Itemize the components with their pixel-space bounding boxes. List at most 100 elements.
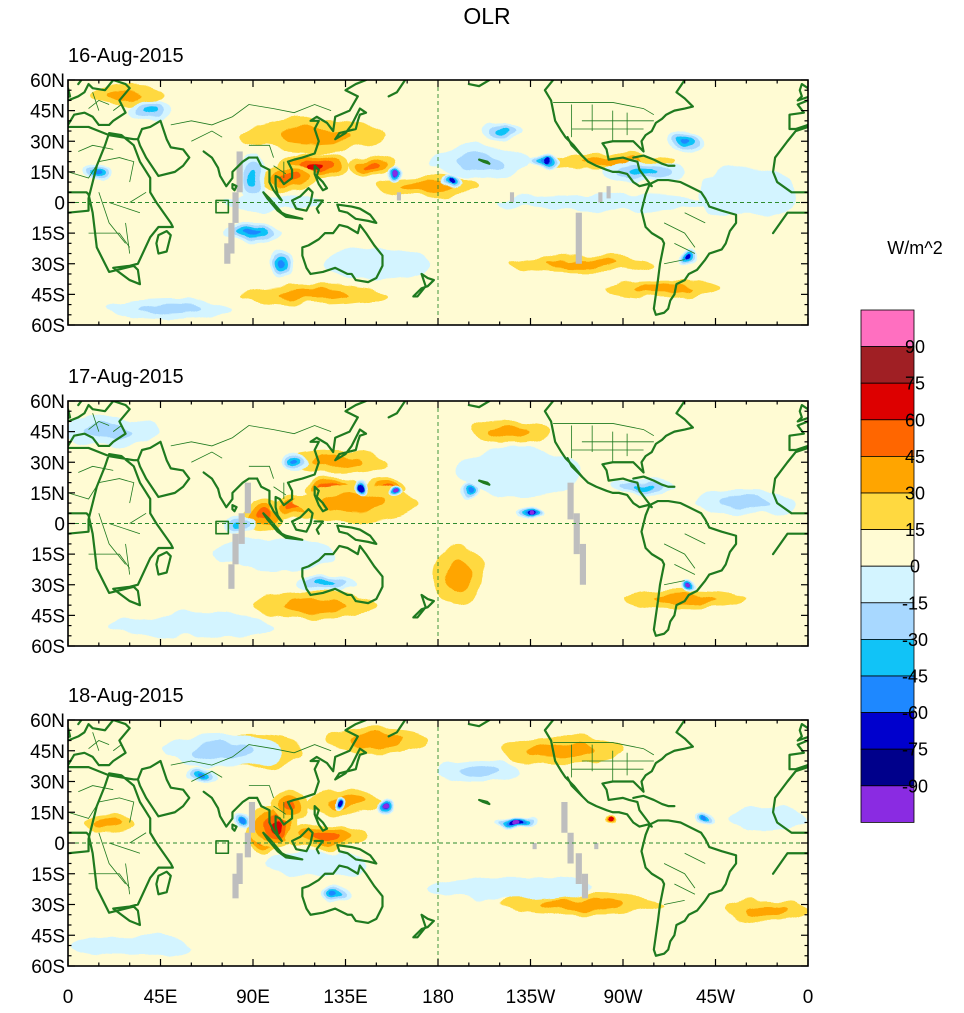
coast-shape xyxy=(315,841,323,853)
missing-data-strip xyxy=(232,192,239,223)
contour-level-neg75 xyxy=(685,255,692,261)
border-line xyxy=(808,145,886,253)
colorbar-tick-label: 90 xyxy=(905,337,925,357)
contour-level-neg90 xyxy=(512,820,520,825)
coast-shape xyxy=(50,401,130,450)
coast-shape xyxy=(469,720,490,726)
coast-shape xyxy=(50,720,130,769)
border-line xyxy=(68,145,146,253)
coast-shape xyxy=(479,481,489,485)
lat-tick-label: 0 xyxy=(54,515,65,536)
anomaly-cell-12 xyxy=(528,155,562,168)
colorbar-tick-label: -90 xyxy=(902,776,928,796)
anomaly-cell-7 xyxy=(606,280,722,297)
contour-level-30 xyxy=(653,593,716,605)
coast-shape xyxy=(956,841,964,853)
colorbar: W/m^2 90 75 60 45 30 15 0 -15 -30 -45 -60 -75 -90 xyxy=(860,238,943,823)
colorbar-swatch xyxy=(860,309,915,347)
contour-level-neg75 xyxy=(336,799,343,805)
missing-data-strip xyxy=(575,853,582,884)
map-panel-17-aug: 17-Aug-2015 60N 45N 30N 15N 0 15S 30S 45S 60S xyxy=(30,366,809,658)
contour-level-neg60 xyxy=(331,891,340,897)
anomaly-cell-10 xyxy=(84,814,134,831)
coast-shape xyxy=(216,841,228,853)
coastline-outline xyxy=(19,70,736,315)
missing-data-strip xyxy=(228,222,235,254)
contour-level-neg15 xyxy=(211,537,336,571)
anomaly-cell-16 xyxy=(458,484,480,502)
coast-shape xyxy=(944,151,964,186)
coast-shape xyxy=(138,442,189,497)
contour-level-neg45 xyxy=(492,128,507,134)
missing-data-overlay xyxy=(232,802,599,899)
coast-shape xyxy=(263,192,302,219)
coast-shape xyxy=(469,401,490,407)
lat-tick-label: 15S xyxy=(31,545,65,566)
coast-shape xyxy=(335,109,366,140)
coast-shape xyxy=(790,80,870,129)
coast-shape xyxy=(413,915,434,938)
coast-shape xyxy=(773,127,913,284)
lon-tick-label: 90W xyxy=(603,987,642,1008)
lon-tick-label: 45W xyxy=(696,987,735,1008)
anomaly-cell-13 xyxy=(495,816,537,829)
contour-level-30 xyxy=(402,181,454,192)
coast-shape xyxy=(302,225,382,282)
border-line xyxy=(553,102,654,141)
coast-shape xyxy=(633,477,674,487)
colorbar-tick-label: -30 xyxy=(902,630,928,650)
border-line xyxy=(664,213,705,264)
border-line xyxy=(829,732,862,750)
coast-shape xyxy=(944,792,964,827)
coastline-outline xyxy=(759,70,964,315)
colorbar-swatch xyxy=(860,455,915,494)
coastline-layer xyxy=(19,710,964,956)
missing-data-strip xyxy=(573,513,580,555)
contour-level-neg90 xyxy=(393,490,400,496)
coast-shape xyxy=(257,720,366,841)
border-line xyxy=(553,423,654,462)
missing-data-strip xyxy=(232,873,239,899)
coast-shape xyxy=(896,872,910,895)
coast-shape xyxy=(33,127,173,284)
anomaly-cell-9 xyxy=(725,900,808,921)
coastline-layer xyxy=(19,70,964,315)
coast-shape xyxy=(337,845,376,863)
anomaly-cell-13 xyxy=(281,452,307,473)
coast-shape xyxy=(798,84,810,100)
colorbar-swatch xyxy=(860,602,915,640)
contour-level-60 xyxy=(607,815,614,821)
coast-shape xyxy=(216,200,228,212)
contour-level-neg60 xyxy=(679,138,690,144)
anomaly-cell-14 xyxy=(355,482,369,495)
coast-shape xyxy=(315,521,323,533)
anomaly-cell-16 xyxy=(82,163,112,181)
missing-data-strip xyxy=(598,192,603,203)
anomaly-cell-6 xyxy=(468,419,552,444)
coast-shape xyxy=(138,121,189,176)
anomaly-cell-24 xyxy=(109,613,274,638)
missing-data-strip xyxy=(579,543,586,585)
panel-ticks: 60N 45N 30N 15N 0 15S 30S 45S 60S xyxy=(30,71,809,337)
contour-level-neg90 xyxy=(527,510,534,516)
contour-level-30 xyxy=(489,425,531,438)
coast-shape xyxy=(50,80,130,129)
panel-ticks: 60N 45N 30N 15N 0 15S 30S 45S 60S 0 45E 90E 135E 180 1… xyxy=(30,711,813,1008)
anomaly-cell-13 xyxy=(678,249,700,266)
border-line xyxy=(171,426,331,500)
colorbar-tick-label: -45 xyxy=(902,667,928,687)
coast-shape xyxy=(956,200,964,212)
missing-data-strip xyxy=(236,853,243,884)
lon-tick-label: 135W xyxy=(506,987,556,1008)
contour-level-neg60 xyxy=(245,230,261,236)
colorbar-swatch xyxy=(860,639,915,677)
missing-data-strip xyxy=(567,482,574,520)
coast-shape xyxy=(315,487,327,512)
coast-shape xyxy=(257,401,366,521)
missing-data-overlay xyxy=(224,151,611,264)
anomaly-cell-18 xyxy=(694,812,716,825)
contour-level-30 xyxy=(278,289,351,300)
lat-tick-label: 60N xyxy=(30,71,65,92)
lat-tick-label: 45S xyxy=(31,926,65,947)
